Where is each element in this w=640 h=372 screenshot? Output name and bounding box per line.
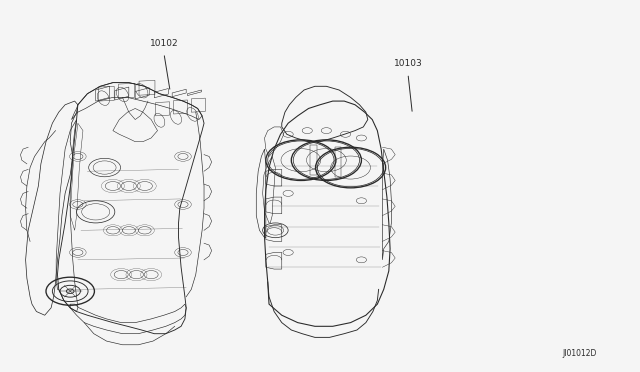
Text: 10103: 10103 [394, 59, 422, 68]
Text: 10102: 10102 [150, 39, 178, 48]
Text: JI01012D: JI01012D [563, 349, 597, 358]
